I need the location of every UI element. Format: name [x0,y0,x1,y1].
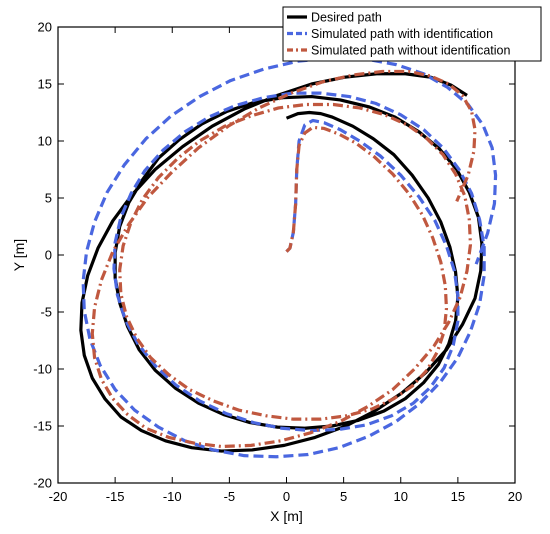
legend: Desired path Simulated path with identifi… [282,6,542,62]
x-tick-label: -5 [224,489,236,504]
x-tick-label: -10 [163,489,182,504]
y-tick-label: -5 [40,305,52,320]
x-tick-label: 15 [451,489,465,504]
y-tick-label: 15 [38,77,52,92]
legend-box [282,6,542,62]
legend-label-2: Simulated path with identification [311,27,493,41]
ticks-layer: -20 -15 -10 -5 0 5 10 15 20 -20 -15 -10 -5 0 5 10 15 20 [33,20,522,505]
series-layer [79,56,498,459]
legend-label-3: Simulated path without identification [311,44,510,58]
series-line-3 [90,69,477,449]
x-tick-label: 0 [283,489,290,504]
x-tick-label: -20 [49,489,68,504]
y-tick-label: 0 [45,248,52,263]
y-tick-label: -20 [33,476,52,491]
y-tick-label: 5 [45,191,52,206]
x-tick-label: 20 [508,489,522,504]
x-tick-label: -15 [106,489,125,504]
x-tick-label: 5 [340,489,347,504]
series-line-1 [79,72,484,453]
x-axis-label: X [m] [270,508,303,524]
y-axis-label: Y [m] [11,239,27,271]
y-tick-label: -15 [33,419,52,434]
y-tick-label: 10 [38,134,52,149]
y-tick-label: 20 [38,20,52,35]
series-line-2 [81,56,498,459]
legend-label-1: Desired path [311,11,382,25]
x-tick-label: 10 [394,489,408,504]
y-tick-label: -10 [33,362,52,377]
